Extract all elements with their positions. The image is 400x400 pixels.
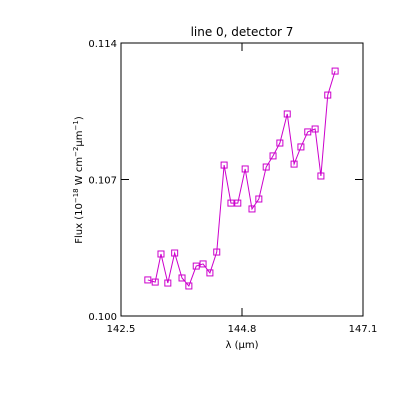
data-point xyxy=(290,160,298,168)
data-point xyxy=(157,250,165,258)
data-point xyxy=(331,67,339,75)
data-point xyxy=(255,195,263,203)
y-axis-label: Flux (10−18 W cm−2μm−1) xyxy=(72,116,85,244)
data-point xyxy=(213,248,221,256)
data-point xyxy=(262,163,270,171)
x-axis-label: λ (μm) xyxy=(225,340,258,351)
data-point xyxy=(241,165,249,173)
y-tick-label: 0.114 xyxy=(88,39,117,50)
data-point xyxy=(297,143,305,151)
y-label-superscript: −2 xyxy=(72,147,80,157)
data-point xyxy=(192,262,200,270)
data-point xyxy=(304,128,312,136)
data-point xyxy=(199,260,207,268)
data-point xyxy=(144,276,152,284)
y-label-part: μm xyxy=(74,130,85,146)
data-point xyxy=(171,249,179,257)
y-tick-label: 0.100 xyxy=(88,312,117,323)
x-tick-label: 147.1 xyxy=(349,324,378,335)
y-label-superscript: −18 xyxy=(72,188,80,203)
data-point xyxy=(234,199,242,207)
data-point xyxy=(283,110,291,118)
data-point xyxy=(248,205,256,213)
y-label-part: ) xyxy=(74,116,85,120)
data-point xyxy=(276,139,284,147)
data-point xyxy=(178,274,186,282)
x-tick-label: 144.8 xyxy=(228,324,257,335)
data-point xyxy=(185,282,193,290)
y-label-part: W cm xyxy=(74,157,85,188)
data-point xyxy=(311,125,319,133)
x-tick-label: 142.5 xyxy=(107,324,136,335)
data-point xyxy=(317,172,325,180)
data-point xyxy=(269,152,277,160)
data-line xyxy=(147,70,336,287)
data-point xyxy=(220,161,228,169)
chart-title: line 0, detector 7 xyxy=(191,25,294,39)
data-point xyxy=(206,269,214,277)
data-point xyxy=(324,91,332,99)
y-label-part: Flux (10 xyxy=(74,203,85,244)
plot-frame xyxy=(120,42,364,317)
y-tick-label: 0.107 xyxy=(88,176,117,187)
y-label-superscript: −1 xyxy=(72,120,80,130)
data-point xyxy=(164,279,172,287)
data-point xyxy=(227,199,235,207)
data-point xyxy=(151,278,159,286)
